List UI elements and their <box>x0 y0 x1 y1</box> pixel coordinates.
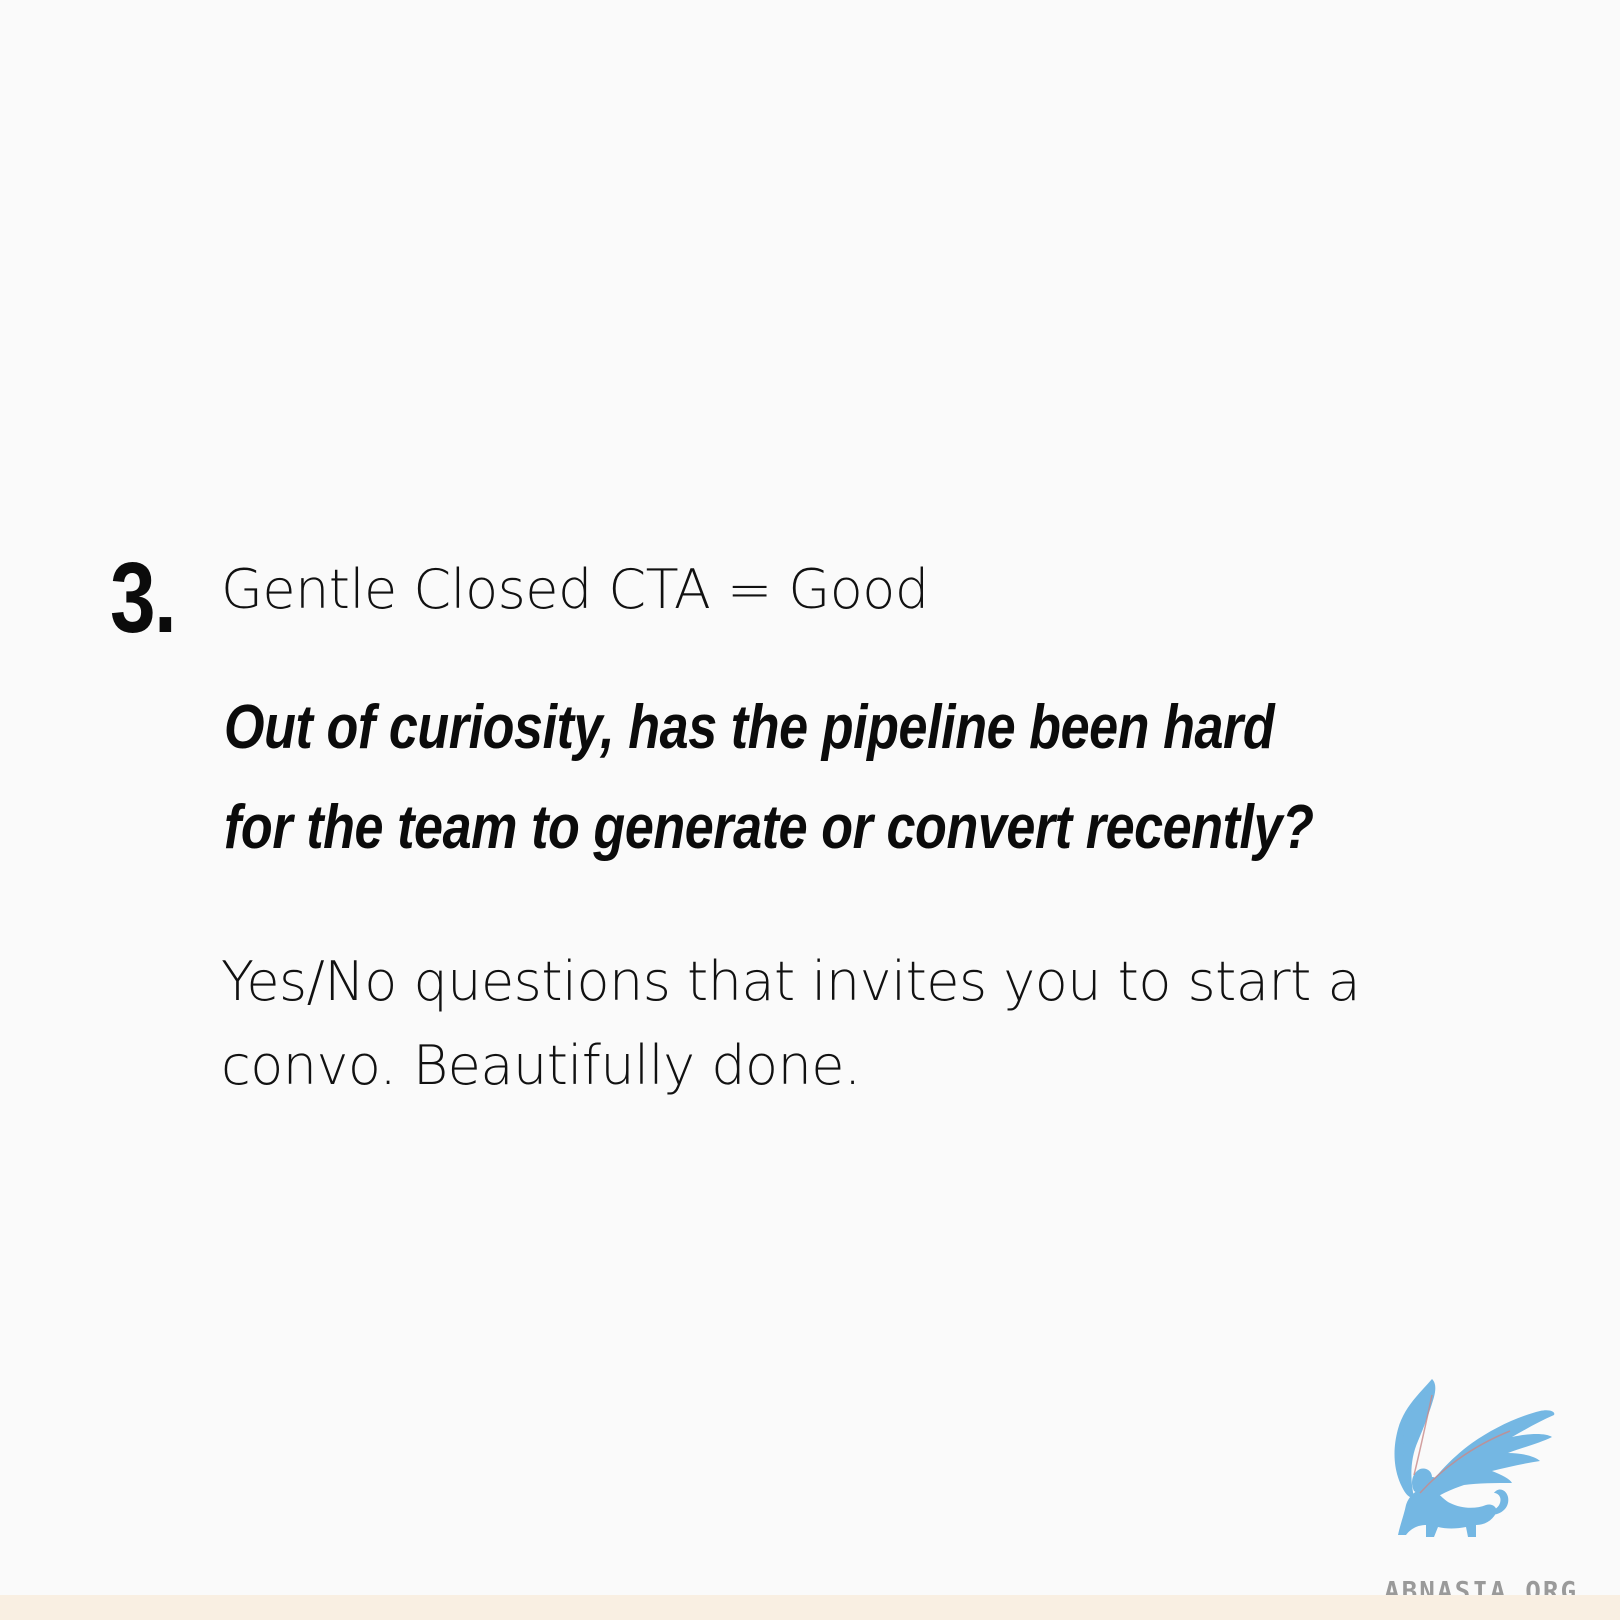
quote-line: Out of curiosity, has the pipeline been … <box>224 693 1275 762</box>
explanation-text: Yes/No questions that invites you to sta… <box>221 940 1401 1108</box>
bottom-strip <box>0 1595 1620 1620</box>
quote-line: for the team to generate or convert rece… <box>224 793 1314 862</box>
tip-number: 3. <box>110 542 177 654</box>
explanation-line: convo. Beautifully done. <box>221 1034 861 1097</box>
griffin-logo-icon <box>1394 1379 1555 1537</box>
example-quote: Out of curiosity, has the pipeline been … <box>224 678 1484 878</box>
explanation-line: Yes/No questions that invites you to sta… <box>221 950 1361 1013</box>
tip-title: Gentle Closed CTA = Good <box>221 558 929 621</box>
